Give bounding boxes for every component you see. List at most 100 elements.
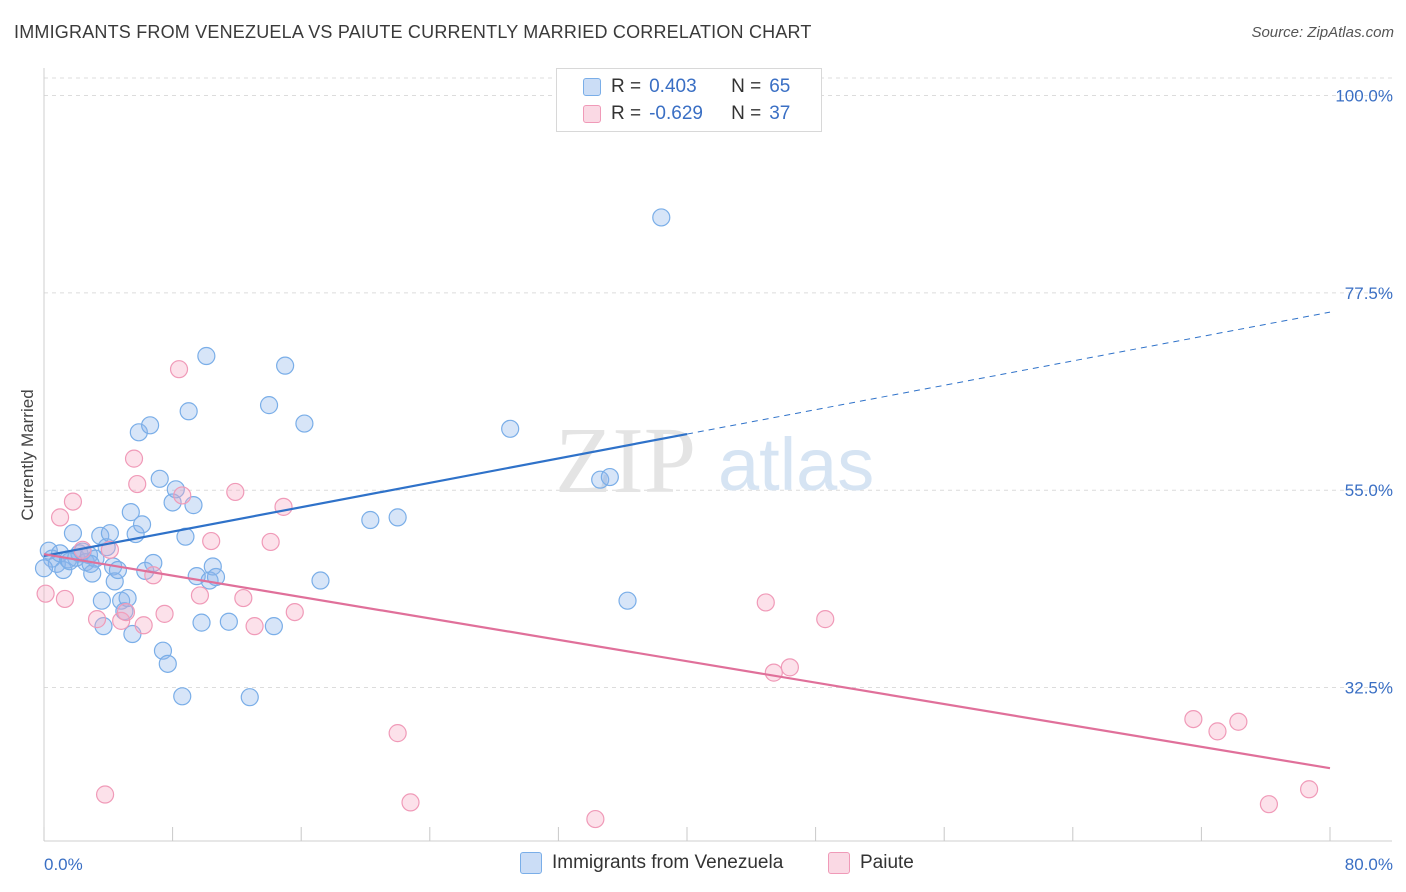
x-tick-label: 80.0%: [1345, 855, 1393, 874]
paiute-point: [764, 663, 783, 682]
r-value: -0.629: [649, 103, 703, 124]
venezuela-point: [118, 588, 137, 608]
stats-legend: R = 0.403 N = 65 R = -0.629 N = 37: [556, 68, 822, 132]
chart-title: IMMIGRANTS FROM VENEZUELA VS PAIUTE CURR…: [14, 22, 812, 42]
venezuela-point: [219, 612, 238, 631]
venezuela-point: [94, 617, 113, 636]
venezuela-trend-extension: [686, 311, 1331, 435]
paiute-swatch: [583, 105, 601, 123]
paiute-point: [95, 785, 115, 804]
paiute-point: [63, 492, 83, 511]
venezuela-point: [501, 419, 520, 438]
venezuela-point: [150, 469, 169, 488]
paiute-point: [155, 604, 174, 623]
paiute-point: [1184, 709, 1203, 729]
paiute-point: [780, 658, 799, 677]
venezuela-point: [63, 524, 83, 543]
paiute-point: [1300, 780, 1319, 799]
paiute-point: [202, 531, 221, 551]
r-label: R =: [611, 76, 642, 97]
paiute-point: [285, 602, 304, 622]
legend-label: Immigrants from Venezuela: [552, 852, 784, 873]
venezuela-point: [192, 613, 211, 632]
venezuela-point: [240, 688, 259, 707]
paiute-point: [112, 611, 131, 630]
n-value: 65: [769, 76, 791, 97]
n-value: 37: [769, 103, 791, 124]
stats-row-venezuela: R = 0.403 N = 65: [583, 75, 790, 99]
paiute-point: [173, 486, 192, 505]
venezuela-point: [108, 560, 128, 580]
paiute-point: [36, 584, 55, 603]
venezuela-swatch: [583, 78, 601, 96]
watermark-zip: ZIP: [555, 409, 696, 513]
paiute-point: [1208, 722, 1227, 741]
paiute-legend-swatch: [828, 852, 850, 874]
watermark-atlas: atlas: [718, 423, 874, 506]
venezuela-trend-line: [43, 432, 688, 558]
venezuela-point: [129, 423, 148, 442]
venezuela-point: [295, 414, 314, 433]
venezuela-point: [34, 559, 54, 578]
paiute-point: [190, 586, 210, 605]
paiute-point: [586, 809, 605, 829]
paiute-point: [1259, 795, 1279, 814]
venezuela-point: [311, 571, 330, 590]
tick-labels: 32.5% 55.0% 77.5% 100.0% 0.0% 80.0%: [44, 87, 1393, 874]
watermark: ZIP atlas: [555, 409, 874, 513]
venezuela-point: [158, 654, 177, 673]
venezuela-point: [121, 503, 140, 522]
paiute-point: [226, 482, 245, 502]
y-tick-label: 100.0%: [1335, 87, 1393, 106]
paiute-point: [87, 610, 107, 629]
paiute-point: [169, 360, 189, 379]
n-label: N =: [731, 76, 762, 97]
paiute-point: [816, 610, 835, 629]
venezuela-point: [197, 346, 216, 366]
venezuela-point: [264, 617, 283, 636]
paiute-point: [116, 602, 136, 622]
y-tick-label: 77.5%: [1345, 284, 1393, 303]
venezuela-point: [92, 591, 111, 610]
paiute-point: [388, 724, 407, 743]
r-label: R =: [611, 103, 642, 124]
venezuela-point: [179, 402, 198, 421]
x-tick-label: 0.0%: [44, 855, 83, 874]
venezuela-point: [388, 508, 407, 527]
venezuela-point: [140, 416, 160, 435]
paiute-point: [756, 593, 775, 612]
paiute-point: [55, 589, 74, 609]
paiute-point: [144, 566, 163, 585]
paiute-point: [245, 617, 264, 636]
y-tick-label: 32.5%: [1345, 679, 1393, 698]
paiute-point: [124, 449, 144, 468]
paiute-point: [261, 532, 280, 552]
legend-item-venezuela[interactable]: Immigrants from Venezuela: [520, 852, 783, 874]
paiute-point: [401, 793, 420, 812]
legend-item-paiute[interactable]: Paiute: [828, 852, 914, 874]
y-tick-label: 55.0%: [1345, 481, 1393, 500]
paiute-point: [100, 540, 120, 559]
venezuela-point: [105, 572, 124, 591]
n-label: N =: [731, 103, 762, 124]
venezuela-point: [259, 396, 279, 415]
paiute-trend-line: [43, 553, 1331, 770]
source-label: Source: ZipAtlas.com: [1251, 24, 1394, 41]
paiute-point: [128, 474, 147, 494]
venezuela-point: [100, 524, 120, 543]
venezuela-point: [203, 557, 222, 576]
paiute-point: [134, 616, 153, 635]
venezuela-point: [618, 591, 637, 610]
legend-label: Paiute: [860, 852, 914, 873]
venezuela-point: [132, 515, 152, 534]
r-value: 0.403: [649, 76, 697, 97]
paiute-point: [234, 588, 253, 608]
venezuela-point: [173, 687, 192, 706]
axes: [43, 68, 1392, 842]
stats-row-paiute: R = -0.629 N = 37: [583, 102, 790, 126]
venezuela-point: [361, 510, 380, 530]
paiute-point: [1229, 712, 1248, 731]
venezuela-legend-swatch: [520, 852, 542, 874]
venezuela-point: [600, 467, 619, 487]
